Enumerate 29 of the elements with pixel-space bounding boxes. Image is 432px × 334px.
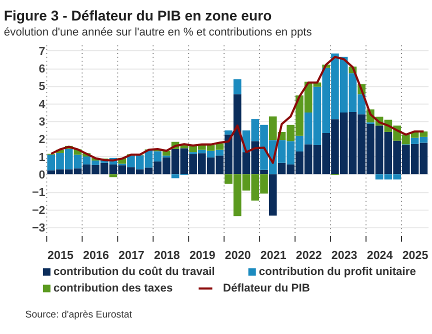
y-tick-label: 4 [38, 98, 46, 111]
x-tick-label: 2017 [118, 248, 144, 262]
chart-subtitle: évolution d'une année sur l'autre en % et contributions en ppts [4, 26, 312, 38]
x-tick-label: 2023 [331, 248, 358, 262]
y-tick-label: 7 [38, 44, 46, 58]
legend-label: contribution du profit unitaire [258, 266, 416, 278]
x-tick-label: 2021 [260, 248, 287, 262]
y-tick-label: 2 [38, 133, 46, 146]
x-tick-label: 2018 [154, 248, 180, 262]
y-tick-label: 3 [38, 116, 46, 129]
x-tick-label: 2022 [296, 248, 322, 262]
legend-label: contribution du coût du travail [54, 266, 215, 278]
legend-label: contribution des taxes [54, 282, 173, 294]
y-tick-label: 0 [38, 168, 46, 182]
x-tick-label: 2015 [48, 248, 74, 262]
chart-title: Figure 3 - Déflateur du PIB en zone euro [4, 7, 272, 24]
x-tick-label: 2024 [366, 248, 394, 262]
y-tick-label: 6 [38, 62, 46, 76]
y-tick-label: −2 [32, 204, 46, 217]
x-tick-label: 2020 [224, 248, 251, 262]
y-tick-label: 1 [38, 150, 46, 164]
y-tick-label: 5 [38, 80, 46, 94]
y-tick-label: −1 [32, 186, 46, 200]
x-tick-label: 2019 [189, 248, 216, 262]
x-tick-label: 2025 [402, 248, 429, 262]
source-note: Source: d'après Eurostat [25, 310, 132, 321]
x-tick-label: 2016 [83, 248, 110, 262]
y-tick-label: −3 [32, 222, 46, 235]
legend-label: Déflateur du PIB [223, 282, 310, 294]
